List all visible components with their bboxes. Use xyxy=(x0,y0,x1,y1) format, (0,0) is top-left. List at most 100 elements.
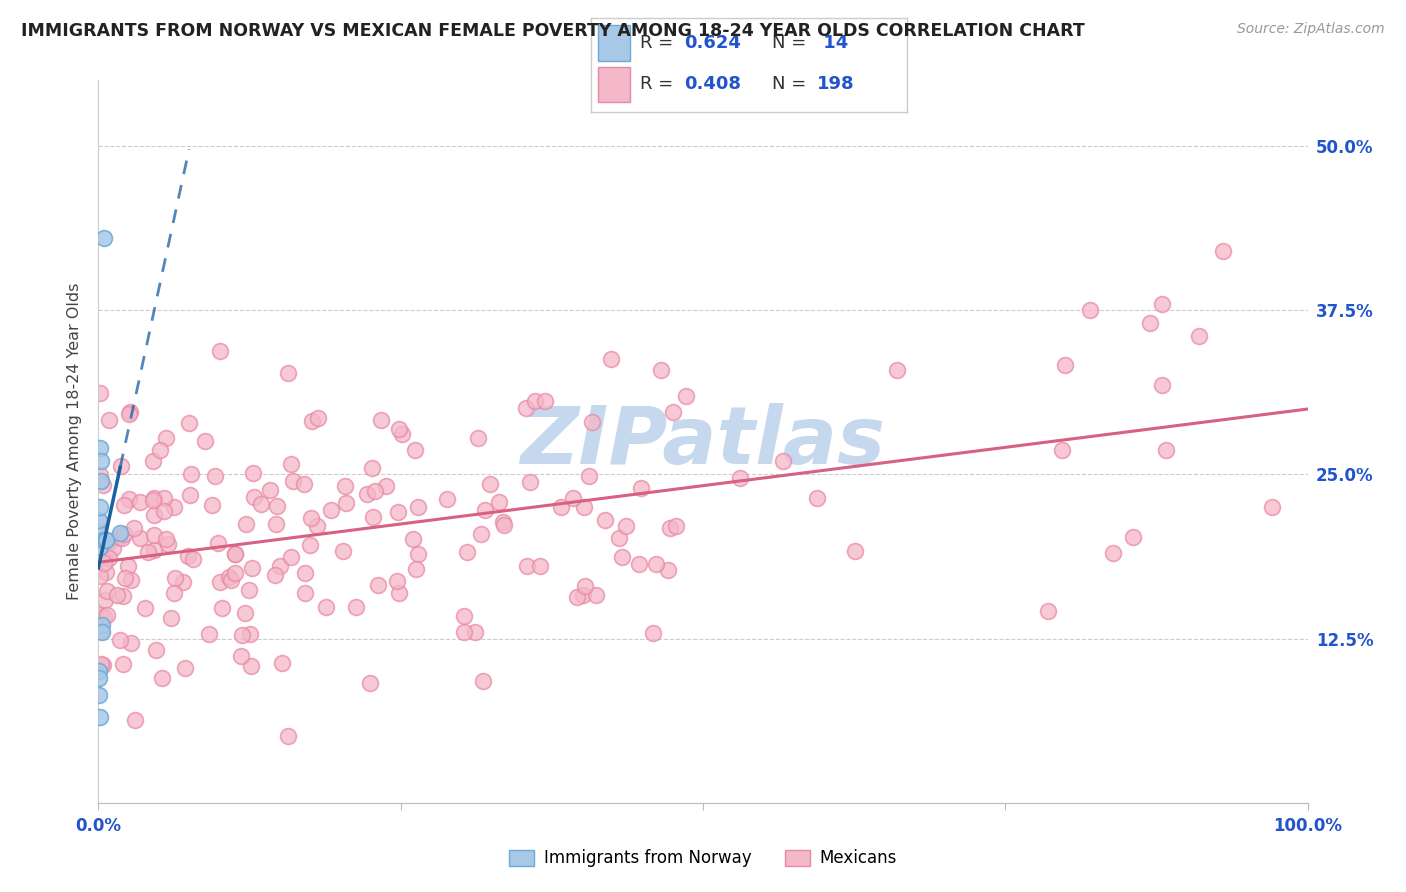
Point xyxy=(89,515,111,529)
Point xyxy=(614,519,637,533)
Point xyxy=(129,531,152,545)
Point xyxy=(572,500,595,514)
Point xyxy=(87,671,110,685)
Point xyxy=(122,520,145,534)
Point xyxy=(375,479,398,493)
Point xyxy=(91,625,114,640)
Point xyxy=(332,544,354,558)
Point xyxy=(238,627,260,641)
Point xyxy=(224,547,246,561)
Point xyxy=(124,713,146,727)
Point xyxy=(224,547,246,561)
Point xyxy=(155,533,177,547)
Point xyxy=(471,673,494,688)
Point xyxy=(772,453,794,467)
Text: Source: ZipAtlas.com: Source: ZipAtlas.com xyxy=(1237,22,1385,37)
Point xyxy=(98,534,121,549)
Point xyxy=(474,502,496,516)
Point xyxy=(387,586,409,600)
Point xyxy=(277,366,299,380)
Point xyxy=(153,491,176,505)
Point xyxy=(1139,316,1161,330)
Point xyxy=(408,500,430,515)
Point xyxy=(665,519,688,533)
Legend: Immigrants from Norway, Mexicans: Immigrants from Norway, Mexicans xyxy=(502,843,904,874)
Point xyxy=(271,656,294,670)
Text: R =: R = xyxy=(640,34,679,52)
Point xyxy=(401,532,423,546)
Point xyxy=(87,665,110,679)
Point xyxy=(1036,604,1059,618)
Point xyxy=(90,474,112,488)
Point xyxy=(89,441,111,455)
Point xyxy=(112,589,135,603)
Point xyxy=(90,657,112,672)
Point xyxy=(90,533,112,548)
Point xyxy=(264,517,287,532)
Point xyxy=(211,601,233,615)
Point xyxy=(269,559,291,574)
Point xyxy=(94,593,117,607)
Point xyxy=(301,414,323,428)
Point xyxy=(91,478,114,492)
Point xyxy=(89,688,111,702)
Text: 0.624: 0.624 xyxy=(683,34,741,52)
Point xyxy=(385,574,408,588)
Point xyxy=(607,531,630,545)
Point xyxy=(404,442,426,457)
Point xyxy=(94,533,117,547)
Point xyxy=(112,498,135,512)
Text: R =: R = xyxy=(640,75,679,94)
Point xyxy=(294,586,316,600)
Point xyxy=(118,407,141,421)
Point xyxy=(630,481,652,495)
Point xyxy=(572,588,595,602)
Point xyxy=(1152,296,1174,310)
Point xyxy=(128,495,150,509)
Point xyxy=(581,415,603,429)
Point xyxy=(229,649,252,664)
Point xyxy=(204,468,226,483)
Y-axis label: Female Poverty Among 18-24 Year Olds: Female Poverty Among 18-24 Year Olds xyxy=(67,283,83,600)
Point xyxy=(529,558,551,573)
Point xyxy=(89,540,111,554)
Point xyxy=(233,606,256,620)
Point xyxy=(142,454,165,468)
Point xyxy=(120,636,142,650)
Point xyxy=(209,574,232,589)
Point xyxy=(515,401,537,415)
Point xyxy=(1122,531,1144,545)
Point xyxy=(277,729,299,743)
Point xyxy=(464,625,486,640)
Point xyxy=(96,583,118,598)
Point xyxy=(159,610,181,624)
Bar xyxy=(599,25,630,61)
Point xyxy=(101,541,124,556)
Point xyxy=(356,487,378,501)
Point xyxy=(585,588,607,602)
Point xyxy=(728,470,751,484)
Point xyxy=(307,410,329,425)
Point xyxy=(1102,546,1125,560)
Point xyxy=(886,363,908,377)
Point xyxy=(335,496,357,510)
Point xyxy=(91,657,114,672)
Point xyxy=(235,517,257,532)
Point xyxy=(201,498,224,512)
Point xyxy=(610,550,633,565)
Text: ZIPatlas: ZIPatlas xyxy=(520,402,886,481)
Point xyxy=(145,642,167,657)
Point xyxy=(198,626,221,640)
Point xyxy=(391,427,413,442)
Point xyxy=(89,386,111,401)
Point xyxy=(406,548,429,562)
Point xyxy=(179,488,201,502)
Point xyxy=(173,661,195,675)
Point xyxy=(120,573,142,587)
Text: 14: 14 xyxy=(817,34,848,52)
Point xyxy=(93,610,115,624)
Text: 198: 198 xyxy=(817,75,855,94)
Point xyxy=(209,343,232,358)
Point xyxy=(1154,443,1177,458)
Point xyxy=(219,573,242,587)
